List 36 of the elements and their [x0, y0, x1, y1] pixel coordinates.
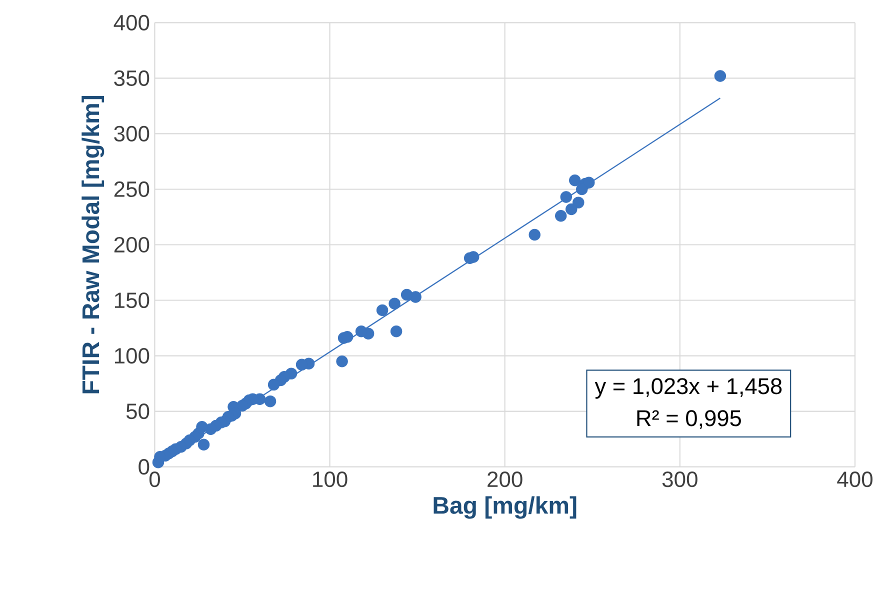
- point: [268, 379, 280, 391]
- annotation: y = 1,023x + 1,458: [594, 378, 782, 399]
- point: [400, 289, 413, 301]
- y-tick-label: 300: [114, 126, 150, 142]
- annotation: R² = 0,995: [637, 410, 741, 430]
- y-tick-label: 250: [114, 182, 150, 198]
- point: [264, 396, 276, 408]
- x-tick-label: 0: [149, 472, 160, 488]
- point: [388, 298, 400, 310]
- point: [198, 438, 210, 451]
- point: [555, 210, 567, 222]
- y-tick-label: 0: [138, 459, 150, 475]
- point: [376, 304, 388, 316]
- y-tick-label: 100: [114, 348, 150, 364]
- x-tick-label: 200: [488, 472, 522, 488]
- point: [714, 70, 726, 82]
- point: [560, 191, 572, 204]
- point: [390, 326, 402, 338]
- point: [355, 326, 368, 338]
- point: [528, 229, 540, 241]
- y-tick-label: 150: [114, 292, 150, 308]
- y-tick-label: 50: [126, 404, 150, 420]
- y-tick-label: 350: [114, 70, 150, 86]
- y-axis-title: FTIR - Raw Modal [mg/km]: [82, 96, 104, 394]
- point: [566, 204, 578, 216]
- y-tick-label: 200: [114, 237, 150, 253]
- x-tick-label: 300: [662, 472, 698, 488]
- point: [296, 359, 308, 371]
- point: [336, 356, 348, 368]
- point: [572, 196, 584, 209]
- x-tick-label: 100: [313, 472, 348, 488]
- point: [576, 184, 588, 196]
- y-tick-label: 400: [114, 15, 150, 31]
- point: [569, 174, 581, 186]
- x-axis-title: Bag [mg/km]: [434, 496, 576, 519]
- x-tick-label: 400: [837, 472, 872, 488]
